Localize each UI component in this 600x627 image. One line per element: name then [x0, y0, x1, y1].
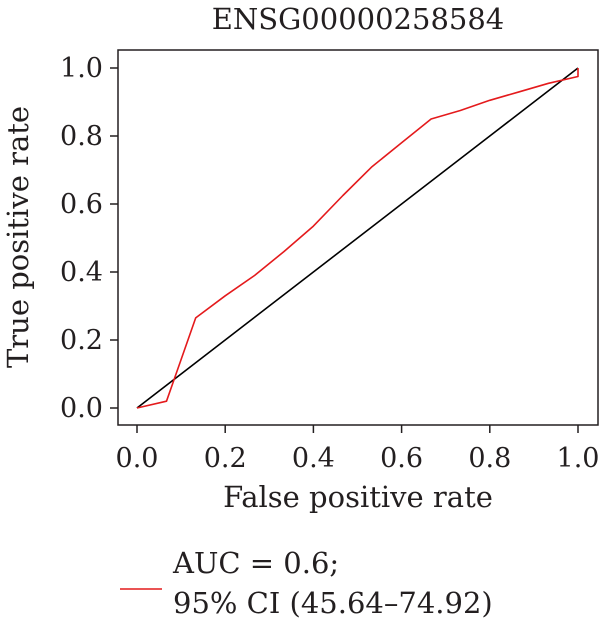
- y-tick-label: 0.8: [60, 121, 103, 152]
- y-tick-label: 0.6: [60, 189, 103, 220]
- legend-label-line2: 95% CI (45.64–74.92): [173, 586, 493, 620]
- plot-frame: [117, 49, 599, 426]
- x-axis: 0.0 0.2 0.4 0.6 0.8 1.0: [116, 425, 600, 474]
- x-tick-label: 0.4: [292, 443, 335, 474]
- y-axis-label: True positive rate: [1, 106, 35, 368]
- x-tick-label: 0.2: [204, 443, 247, 474]
- x-tick-label: 0.8: [468, 443, 511, 474]
- y-tick-label: 0.4: [60, 257, 103, 288]
- chart-title: ENSG00000258584: [212, 2, 505, 36]
- x-tick-label: 0.6: [380, 443, 423, 474]
- diagonal-reference-line: [136, 67, 579, 409]
- y-tick-label: 0.2: [60, 325, 103, 356]
- series-layer: [136, 67, 579, 409]
- x-axis-label: False positive rate: [223, 480, 493, 514]
- legend: AUC = 0.6; 95% CI (45.64–74.92): [120, 546, 493, 620]
- legend-label-line1: AUC = 0.6;: [172, 546, 339, 580]
- y-tick-label: 0.0: [60, 393, 103, 424]
- y-axis: 0.0 0.2 0.4 0.6 0.8 1.0: [60, 53, 118, 424]
- x-tick-label: 1.0: [557, 443, 600, 474]
- y-tick-label: 1.0: [60, 53, 103, 84]
- roc-curve-line: [136, 68, 579, 409]
- x-tick-label: 0.0: [116, 443, 159, 474]
